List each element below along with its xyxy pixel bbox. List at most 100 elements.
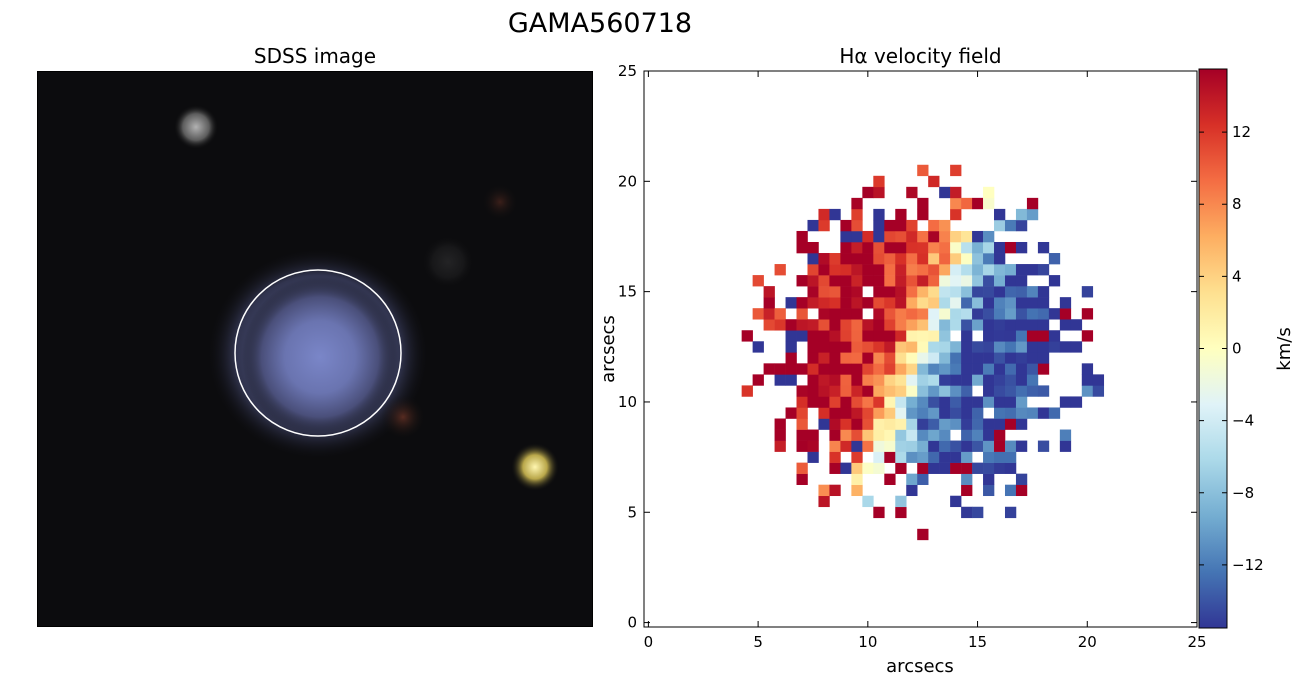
colorbar-tick-label: 12 [1232,123,1251,141]
velocity-cell [961,330,973,342]
velocity-cell [1015,330,1028,342]
velocity-cell [961,396,973,408]
velocity-cell [1037,407,1050,419]
velocity-cell [829,407,841,419]
velocity-cell [807,286,819,298]
velocity-cell [851,407,863,419]
velocity-cell [917,253,929,265]
y-tick-label: 25 [618,62,637,80]
velocity-cell [950,462,962,474]
velocity-cell [906,352,918,364]
colorbar-tick-label: 4 [1232,267,1242,285]
velocity-cell [796,396,808,408]
velocity-cell [840,219,852,232]
velocity-cell [906,186,918,199]
velocity-cell [950,197,962,210]
velocity-cell [917,208,929,221]
velocity-cell [796,473,808,485]
velocity-cell [994,308,1006,320]
velocity-cell [752,275,764,287]
velocity-cell [983,473,995,485]
velocity-cell [862,341,874,353]
velocity-cell [1037,330,1050,342]
velocity-cell [983,275,995,287]
velocity-cell [906,363,918,375]
velocity-cell [906,241,918,254]
velocity-cell [950,264,962,276]
velocity-cell [884,264,896,276]
velocity-cell [928,241,940,254]
velocity-cell [928,407,940,419]
velocity-cell [796,418,808,430]
velocity-cell [796,440,808,452]
velocity-cell [884,286,896,298]
velocity-cell [774,374,786,386]
velocity-cell [818,264,830,276]
velocity-cell [994,385,1006,397]
velocity-cell [851,429,863,441]
y-tick-label: 20 [618,172,637,190]
velocity-cells [741,164,1105,541]
velocity-cell [840,374,852,386]
velocity-cell [1037,440,1050,452]
velocity-cell [950,407,962,419]
velocity-cell [818,275,830,287]
velocity-cell [917,230,929,243]
velocity-cell [895,264,907,276]
velocity-cell [983,286,995,298]
velocity-cell [994,264,1006,276]
velocity-cell [895,495,907,508]
velocity-cell [873,429,885,441]
velocity-cell [1048,330,1061,342]
velocity-cell [873,440,885,452]
velocity-cell [1026,385,1039,397]
velocity-cell [840,462,852,474]
velocity-cell [950,352,962,364]
velocity-cell [906,385,918,397]
velocity-cell [862,352,874,364]
velocity-cell [873,219,885,232]
velocity-cell [829,429,841,441]
velocity-cell [972,418,984,430]
velocity-cell [917,197,929,210]
velocity-cell [862,186,874,199]
velocity-cell [829,418,841,430]
velocity-cell [840,275,852,287]
velocity-cell [884,219,896,232]
velocity-cell [862,495,874,508]
velocity-cell [917,374,929,386]
velocity-cell [1037,241,1050,254]
velocity-cell [994,418,1006,430]
velocity-cell [983,462,995,474]
velocity-cell [972,352,984,364]
velocity-cell [961,506,973,519]
velocity-cell [983,440,995,452]
velocity-cell [840,407,852,419]
velocity-cell [1004,319,1017,331]
velocity-cell [1015,297,1028,309]
velocity-cell [741,330,753,342]
velocity-cell [906,451,918,463]
velocity-cell [851,418,863,430]
velocity-cell [950,253,962,265]
velocity-cell [895,363,907,375]
velocity-cell [994,253,1006,265]
velocity-cell [785,297,797,309]
velocity-cell [950,385,962,397]
velocity-cell [895,286,907,298]
velocity-cell [862,396,874,408]
velocity-cell [917,330,929,342]
velocity-cell [928,396,940,408]
velocity-cell [950,208,962,221]
velocity-cell [1059,396,1072,408]
velocity-cell [851,341,863,353]
velocity-cell [961,484,973,497]
velocity-cell [1037,319,1050,331]
velocity-cell [884,473,896,485]
velocity-cell [807,219,819,232]
velocity-cell [1037,363,1050,375]
velocity-cell [818,396,830,408]
velocity-cell [994,440,1006,452]
velocity-cell [961,374,973,386]
velocity-cell [1015,385,1028,397]
